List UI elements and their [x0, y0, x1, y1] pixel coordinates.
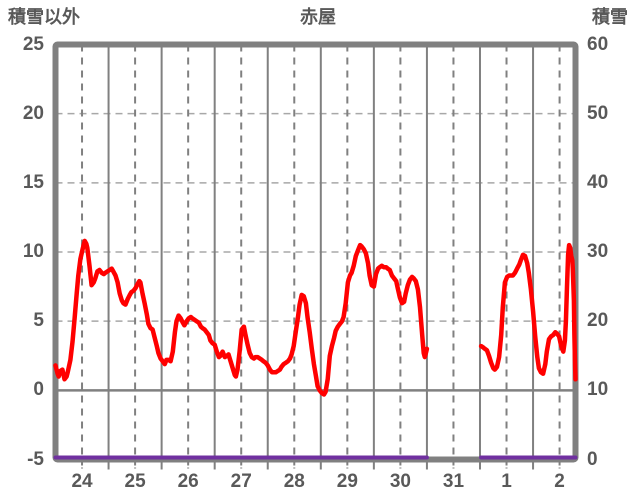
x-axis-label: 27 [230, 471, 252, 492]
right-axis-title: 積雪 [592, 7, 628, 27]
x-axis-label: 1 [501, 471, 512, 492]
gridlines [55, 44, 576, 460]
y-axis-label-left: 15 [22, 171, 44, 193]
y-axis-label-right: 10 [587, 379, 609, 401]
y-axis-label-right: 40 [587, 171, 609, 193]
x-axis-label: 25 [124, 471, 146, 492]
left-axis-title: 積雪以外 [8, 7, 80, 27]
data-series [53, 238, 578, 460]
series-line-main [53, 238, 430, 397]
x-axis-label: 24 [71, 471, 93, 492]
y-axis-label-right: 60 [587, 33, 609, 55]
y-axis-label-left: -5 [27, 448, 44, 470]
series-line-main [478, 242, 578, 382]
chart-title: 赤屋 [300, 7, 336, 27]
x-axis-label: 31 [442, 471, 465, 492]
x-axis-label: 29 [336, 471, 358, 492]
x-axis-label: 30 [389, 471, 411, 492]
y-axis-label-right: 20 [587, 310, 609, 332]
x-axis-label: 28 [283, 471, 305, 492]
y-axis-label-right: 0 [587, 448, 598, 470]
axis-ticks [81, 462, 561, 470]
x-axis-label: 26 [177, 471, 199, 492]
y-axis-label-left: 5 [33, 310, 44, 332]
y-axis-label-left: 25 [22, 33, 44, 55]
y-axis-label-right: 30 [587, 241, 609, 262]
y-axis-label-right: 50 [587, 102, 609, 124]
y-axis-label-left: 10 [22, 241, 44, 262]
x-axis-label: 2 [554, 471, 565, 492]
y-axis-label-left: 0 [33, 379, 44, 401]
y-axis-label-left: 20 [22, 102, 44, 124]
